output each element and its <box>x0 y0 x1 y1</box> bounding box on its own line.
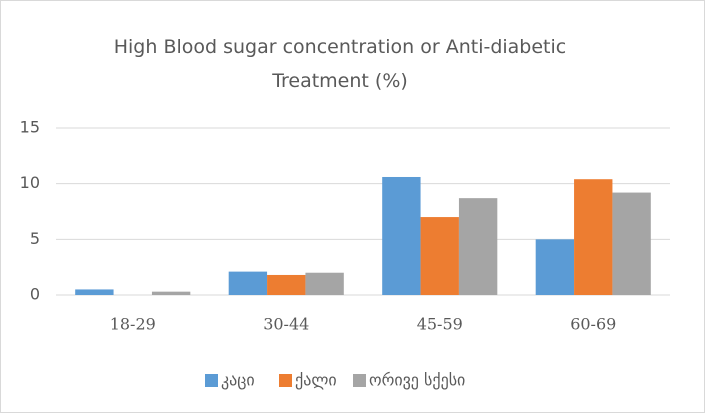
legend-label: კაცი <box>221 371 255 390</box>
bar <box>420 217 459 295</box>
x-tick-label: 60-69 <box>570 315 616 334</box>
legend-swatch <box>353 374 366 387</box>
legend-swatch <box>279 374 292 387</box>
legend-label: ორივე სქესი <box>369 371 465 390</box>
legend-swatch <box>205 374 218 387</box>
bar <box>228 271 268 295</box>
y-tick-label: 5 <box>30 229 40 248</box>
x-tick-label: 18-29 <box>110 315 156 334</box>
y-tick-label: 0 <box>30 285 40 304</box>
bar <box>305 272 344 295</box>
chart-title: High Blood sugar concentration or Anti-d… <box>113 36 567 92</box>
bar <box>267 274 306 295</box>
bar <box>458 198 498 295</box>
x-tick-label: 30-44 <box>263 315 309 334</box>
bar <box>382 176 421 295</box>
y-tick-label: 15 <box>20 118 40 137</box>
bar <box>612 192 651 295</box>
y-tick-label: 10 <box>20 173 40 192</box>
bar <box>151 291 191 295</box>
bar <box>574 179 613 295</box>
x-tick-label: 45-59 <box>417 315 463 334</box>
bar <box>75 289 114 295</box>
legend-label: ქალი <box>295 371 337 390</box>
bar <box>535 239 575 295</box>
